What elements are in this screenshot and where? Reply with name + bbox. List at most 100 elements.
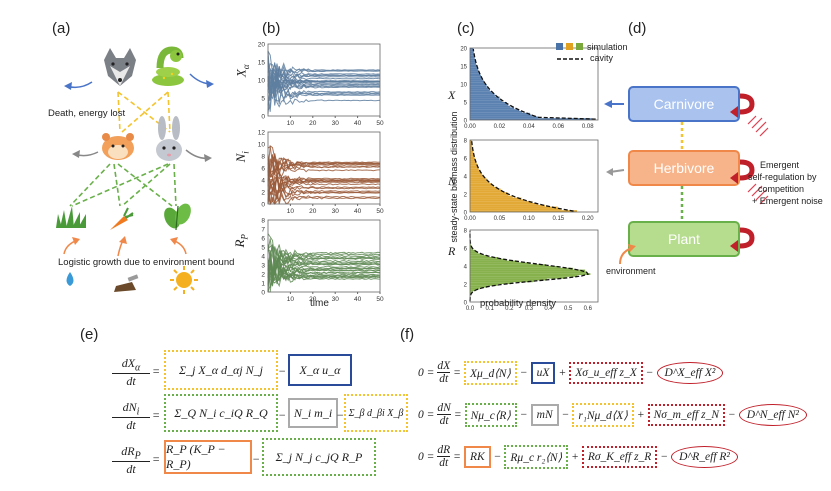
b-axes-frame <box>267 131 381 205</box>
c-xtick-label: 0.05 <box>494 216 506 222</box>
equations-f: 0 = dX dt = Xμ_d⟨N⟩ − uX + Xσ_u_eff z_X −… <box>418 352 828 486</box>
c-ytick-label: 4 <box>464 175 468 181</box>
c-hist-bar <box>470 87 489 90</box>
c-ytick-label: 0 <box>464 211 468 217</box>
c-hist-bar <box>470 154 474 157</box>
c-xtick-label: 0.00 <box>464 124 476 130</box>
eq-f-r3-selfreg: D^R_eff R² <box>671 445 738 468</box>
b-ytick-label: 5 <box>261 245 265 252</box>
c-legend-cavity: cavity <box>590 53 614 63</box>
sun-icon <box>170 266 198 294</box>
c-hist-bar <box>470 62 476 65</box>
c-hist-bar <box>470 280 534 283</box>
c-hist-bar <box>470 269 586 272</box>
eq-f-r3-consumption: Rμ_c r₂⟨N⟩ <box>504 444 569 469</box>
c-legend-simulation: simulation <box>587 42 628 52</box>
c-hist-bar <box>470 267 574 270</box>
eq-e-lhs-2: dNi dt <box>112 400 150 433</box>
c-hist-bar <box>470 183 492 185</box>
c-xtick-label: 0.1 <box>485 306 494 310</box>
b-xtick-label: 50 <box>376 120 384 127</box>
c-xtick-label: 0.02 <box>494 124 506 130</box>
b-axes-frame <box>267 219 381 293</box>
c-hist-bar <box>470 262 531 265</box>
carrot-icon <box>110 207 134 230</box>
legend-swatch-x <box>556 43 563 50</box>
b-xtick-label: 10 <box>287 120 295 127</box>
emergent-text-3: competition <box>758 184 805 194</box>
c-hist-bar <box>470 48 474 50</box>
b-axes-frame <box>267 43 381 117</box>
c-ytick-label: 6 <box>464 157 468 163</box>
b-series-line <box>267 50 381 80</box>
c-hist-bar <box>470 271 587 274</box>
b-series-line <box>267 72 381 95</box>
c-hist-bar <box>470 161 477 164</box>
c-hist-bar <box>470 66 478 68</box>
c-ytick-label: 20 <box>460 47 467 53</box>
eq-f-lhs-1: dX dt <box>437 360 451 385</box>
b-ytick-label: 0 <box>261 290 265 297</box>
c-hist-bar <box>470 179 487 182</box>
c-hist-bar <box>470 204 545 207</box>
panel-label-d: (d) <box>628 20 647 37</box>
panel-a-food-web <box>56 46 214 294</box>
emergent-text-4: + Emergent noise <box>752 196 823 206</box>
leaves-icon <box>164 203 191 231</box>
c-hist-bar <box>470 177 487 180</box>
b-ytick-label: 5 <box>261 96 265 103</box>
c-hist-bar <box>470 208 561 211</box>
c-ytick-label: 8 <box>464 139 468 145</box>
c-hist-bar <box>470 210 578 212</box>
c-hist-bar <box>470 147 473 149</box>
logistic-growth-text: Logistic growth due to environment bound <box>58 257 235 268</box>
eq-e-r2-pred: Σ_β d_βi X_β <box>344 394 408 432</box>
eq-e-lhs-1: dXα dt <box>112 356 150 389</box>
b-series-line <box>267 174 380 197</box>
c-hist-bar <box>470 102 507 104</box>
c-hist-bar <box>470 194 509 196</box>
b-series-line <box>267 259 381 286</box>
b-ytick-label: 10 <box>258 142 266 149</box>
c-hist-bar <box>470 107 515 110</box>
c-hist-bar <box>470 206 558 209</box>
c-hist-bar <box>470 91 492 93</box>
b-series-line <box>267 158 381 187</box>
self-regulation-icon-herbivore <box>730 159 769 205</box>
c-hist-bar <box>470 105 511 108</box>
c-hist-bar <box>470 118 593 120</box>
c-hist-bar <box>470 181 489 184</box>
b-ytick-label: 8 <box>261 218 265 225</box>
b-ytick-label: 8 <box>261 154 265 161</box>
c-hist-bar <box>470 93 495 95</box>
c-hist-bar <box>470 141 472 144</box>
c-hist-bar <box>470 116 538 119</box>
c-ytick-label: 8 <box>464 229 468 235</box>
b-xtick-label: 50 <box>376 208 384 215</box>
panel-label-b: (b) <box>262 20 281 37</box>
eq-e-r1-gain: Σ_j X_α d_αj N_j <box>164 350 278 390</box>
c-hist-bar <box>470 73 481 75</box>
water-drop-icon <box>66 272 74 286</box>
c-hist-bar <box>470 188 501 191</box>
c-cavity-curve <box>471 140 574 212</box>
c-hist-bar <box>470 287 480 290</box>
eq-f-lhs-3: dR dt <box>437 444 451 469</box>
b-ytick-label: 20 <box>258 42 266 49</box>
c-hist-bar <box>470 244 471 247</box>
c-xtick-label: 0.2 <box>505 306 514 310</box>
c-hist-bar <box>470 75 481 77</box>
c-hist-bar <box>470 112 530 115</box>
c-hist-bar <box>470 158 475 160</box>
b-series-line <box>267 244 381 273</box>
c-ytick-label: 4 <box>464 265 468 271</box>
c-hist-bar <box>470 76 483 79</box>
hamster-icon <box>102 133 134 160</box>
c-hist-bar <box>470 276 567 279</box>
b-series-line <box>267 238 381 265</box>
c-ytick-label: 6 <box>464 247 468 253</box>
c-hist-bar <box>470 201 533 203</box>
b-series-line <box>267 256 381 282</box>
b-xtick-label: 30 <box>332 296 340 303</box>
c-hist-bar <box>470 176 485 178</box>
